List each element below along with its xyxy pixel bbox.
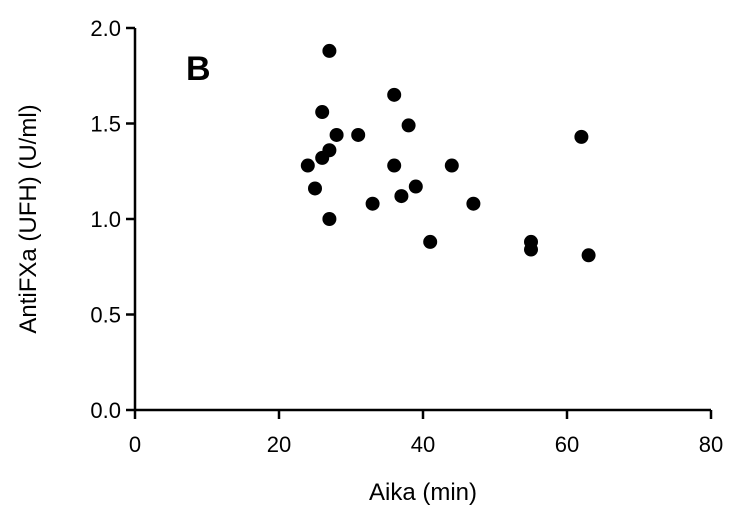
- data-point: [322, 212, 337, 226]
- data-point: [423, 234, 438, 249]
- panel-label: B: [186, 50, 211, 88]
- data-point: [329, 127, 344, 142]
- x-tick-label: 80: [699, 432, 723, 457]
- data-point: [444, 158, 459, 173]
- x-ticks: 0 20 40 60 80: [129, 410, 723, 457]
- data-point: [322, 43, 337, 58]
- data-point: [300, 158, 315, 173]
- y-axis-title: AntiFXa (UFH) (U/ml): [15, 104, 42, 333]
- y-tick-label: 0.5: [90, 303, 121, 328]
- y-tick-label: 1.5: [90, 112, 121, 137]
- y-tick-label: 0.0: [90, 398, 121, 423]
- data-point: [308, 181, 322, 196]
- y-tick-label: 1.0: [90, 207, 121, 232]
- data-point: [351, 127, 366, 142]
- x-tick-label: 60: [555, 432, 579, 457]
- data-point: [524, 242, 538, 257]
- data-point: [315, 105, 330, 120]
- x-tick-label: 40: [411, 432, 435, 457]
- x-tick-label: 20: [267, 432, 291, 457]
- y-tick-label: 2.0: [90, 16, 121, 41]
- data-point: [387, 158, 402, 173]
- data-point: [408, 179, 423, 194]
- x-tick-label: 0: [129, 432, 141, 457]
- data-point: [401, 118, 416, 133]
- data-point: [581, 248, 596, 263]
- data-points: [300, 43, 596, 263]
- x-axis-title: Aika (min): [369, 479, 477, 506]
- data-point: [322, 143, 337, 158]
- data-point: [387, 87, 402, 102]
- data-point: [365, 196, 380, 211]
- y-ticks: 0.0 0.5 1.0 1.5 2.0: [90, 16, 135, 423]
- data-point: [574, 129, 589, 144]
- data-point: [466, 196, 481, 211]
- data-point: [394, 189, 409, 204]
